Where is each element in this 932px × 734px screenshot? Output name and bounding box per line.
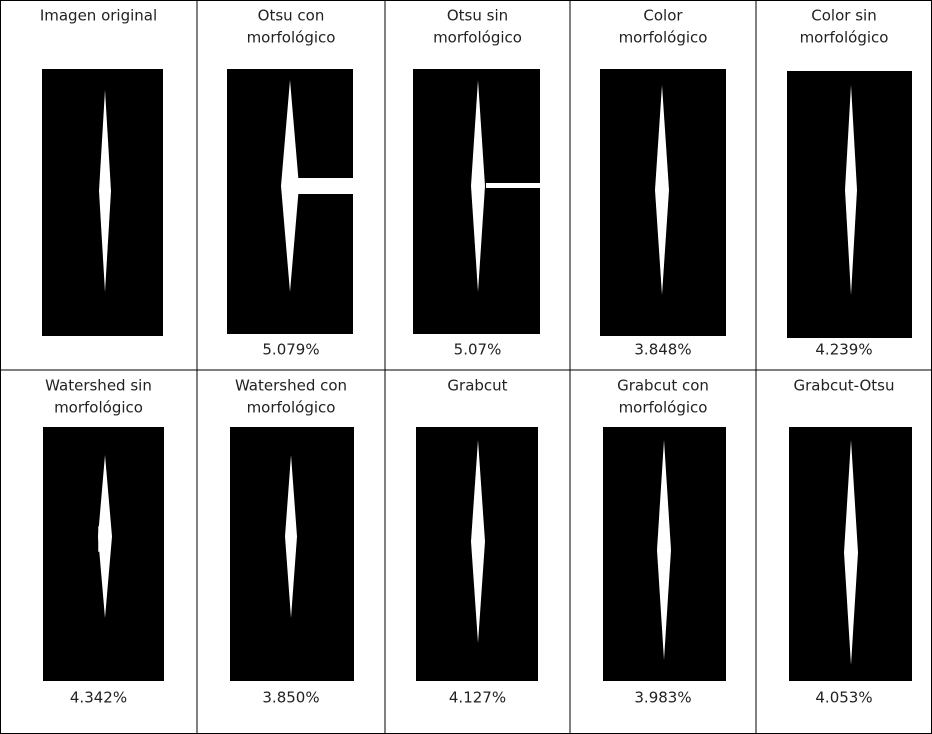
cell-title: morfológico	[433, 29, 522, 47]
cell-result: 5.079%	[262, 341, 319, 359]
cell-result: 4.239%	[815, 341, 872, 359]
cell-title: Watershed sin	[45, 377, 152, 395]
cell-title: morfológico	[619, 29, 708, 47]
cell-result: 4.053%	[815, 689, 872, 707]
cell-result: 3.983%	[634, 689, 691, 707]
results-table: Imagen original Otsu con morfológico 5.079%…	[0, 0, 932, 734]
cell-title: Watershed con	[235, 377, 347, 395]
cell-title: morfológico	[800, 29, 889, 47]
artifact	[298, 178, 353, 194]
cell-title: Grabcut	[447, 377, 507, 395]
cell-title: Color sin	[811, 7, 876, 25]
cell-title: Color	[643, 7, 683, 25]
cell-title: Otsu con	[258, 7, 325, 25]
cell-title: Grabcut-Otsu	[794, 377, 895, 395]
cell-title: morfológico	[54, 399, 143, 417]
cell-title: Otsu sin	[447, 7, 508, 25]
cell-title: Grabcut con	[617, 377, 709, 395]
cell-result: 3.850%	[262, 689, 319, 707]
cell-title: morfológico	[247, 399, 336, 417]
artifact	[486, 183, 540, 188]
cell-title: morfológico	[619, 399, 708, 417]
cell-result: 3.848%	[634, 341, 691, 359]
cell-title: Imagen original	[40, 7, 157, 25]
cell-result: 4.127%	[449, 689, 506, 707]
cell-title: morfológico	[247, 29, 336, 47]
cell-result: 4.342%	[70, 689, 127, 707]
cell-result: 5.07%	[454, 341, 502, 359]
